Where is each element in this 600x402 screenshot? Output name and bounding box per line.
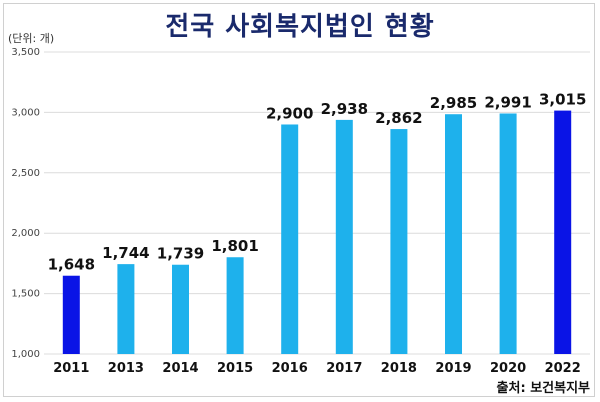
- source-note: 출처: 보건복지부: [496, 381, 590, 396]
- x-tick-label-2011: 2011: [53, 361, 89, 376]
- y-tick-label: 2,500: [11, 168, 40, 179]
- data-label-2013: 1,744: [102, 244, 149, 262]
- bar-2019: [445, 114, 462, 354]
- y-tick-label: 3,000: [11, 107, 40, 118]
- x-tick-label-2020: 2020: [490, 361, 526, 376]
- data-label-2016: 2,900: [266, 104, 313, 122]
- x-tick-label-2022: 2022: [545, 361, 581, 376]
- bar-2016: [281, 124, 299, 354]
- chart-title: 전국 사회복지법인 현황: [165, 12, 435, 42]
- data-label-2019: 2,985: [430, 94, 477, 112]
- y-tick-label: 3,500: [11, 47, 40, 58]
- y-tick-label: 1,500: [11, 289, 40, 300]
- bar-2015: [226, 257, 244, 354]
- gridlines: [44, 51, 590, 355]
- x-tick-label-2016: 2016: [272, 361, 308, 376]
- bar-2020: [499, 113, 517, 354]
- data-label-2017: 2,938: [321, 100, 368, 118]
- bar-2017: [335, 119, 353, 354]
- bar-2011: [62, 275, 80, 354]
- x-axis-labels: 2011 2013 2014 2015 2016 2017 2018 2019 2020 2022: [53, 361, 581, 376]
- x-tick-label-2013: 2013: [108, 361, 144, 376]
- chart-frame: [3, 3, 595, 397]
- x-tick-label-2014: 2014: [162, 361, 198, 376]
- x-tick-label-2015: 2015: [217, 361, 253, 376]
- bar-2014: [172, 264, 189, 354]
- bars: [62, 110, 572, 354]
- bar-2018: [390, 129, 408, 354]
- data-label-2011: 1,648: [48, 256, 95, 274]
- bar-2013: [117, 264, 135, 354]
- data-label-2018: 2,862: [375, 109, 422, 127]
- data-label-2015: 1,801: [211, 237, 258, 255]
- y-tick-label: 1,000: [11, 349, 40, 360]
- bar-2022: [554, 110, 572, 354]
- data-label-2022: 3,015: [539, 91, 586, 109]
- y-axis-ticks: 1,000 1,500 2,000 2,500 3,000 3,500: [11, 47, 40, 360]
- x-tick-label-2019: 2019: [435, 361, 471, 376]
- data-labels: 1,648 1,744 1,739 1,801 2,900 2,938 2,862 2,985…: [48, 91, 587, 274]
- y-tick-label: 2,000: [11, 228, 40, 239]
- data-label-2014: 1,739: [157, 245, 204, 263]
- data-label-2020: 2,991: [484, 93, 531, 111]
- x-tick-label-2018: 2018: [381, 361, 417, 376]
- x-tick-label-2017: 2017: [326, 361, 362, 376]
- unit-label: (단위: 개): [8, 32, 55, 45]
